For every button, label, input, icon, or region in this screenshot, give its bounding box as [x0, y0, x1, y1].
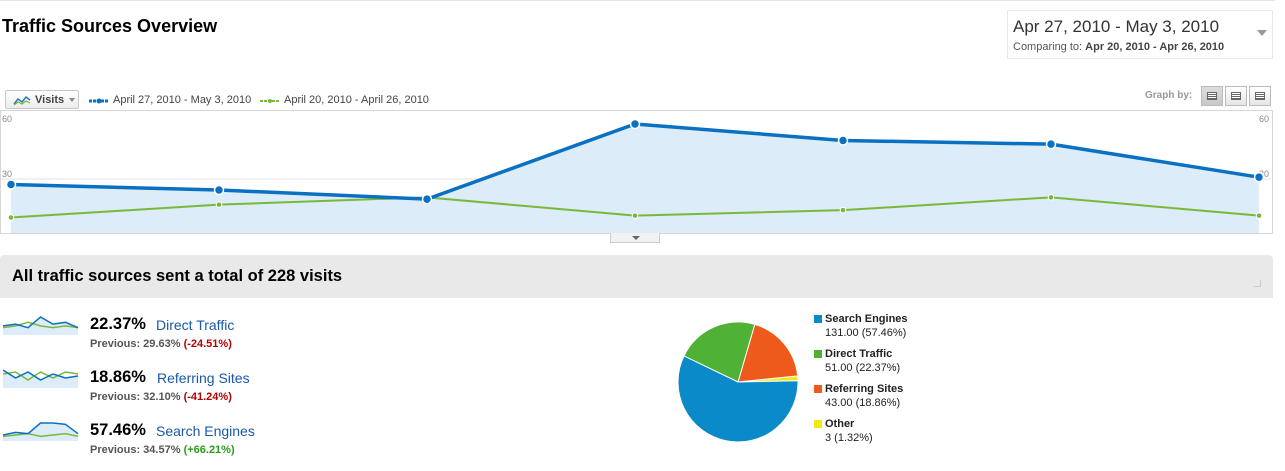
source-link-direct-traffic[interactable]: Direct Traffic	[156, 317, 235, 333]
sparkline-current	[3, 422, 79, 436]
legend-swatch	[814, 385, 822, 393]
sparkline-previous	[3, 371, 79, 381]
pie-slice[interactable]	[683, 321, 756, 383]
source-row-search: 57.46% Search Engines Previous: 34.57% (…	[0, 421, 400, 471]
traffic-pie-chart	[677, 321, 799, 443]
point-previous[interactable]	[839, 206, 847, 214]
line-chart: 60 60 30 30	[1, 114, 1271, 234]
pie-legend-value: 51.00 (22.37%)	[825, 362, 901, 374]
metric-selector-button[interactable]: Visits	[5, 90, 79, 109]
collapse-arrow-icon	[632, 236, 640, 240]
legend-item-current: April 27, 2010 - May 3, 2010	[89, 94, 251, 106]
source-percent: 22.37%	[90, 315, 146, 333]
pie-legend-search: Search Engines 131.00 (57.46%)	[814, 313, 964, 343]
chevron-down-icon[interactable]	[1257, 30, 1267, 36]
sparkline-area	[3, 370, 78, 388]
pie-legend-name: Direct Traffic	[825, 348, 893, 360]
top-divider	[0, 0, 1275, 1]
sparkline-area	[3, 423, 78, 441]
pie-legend-value: 43.00 (18.86%)	[825, 397, 901, 409]
graph-by-label: Graph by:	[1145, 90, 1193, 101]
comparing-text: Comparing to: Apr 20, 2010 - Apr 26, 201…	[1013, 41, 1225, 53]
sparkline-direct	[3, 316, 79, 335]
sparkline-search	[3, 422, 79, 441]
legend-swatch-current	[89, 98, 109, 104]
point-current[interactable]	[837, 135, 849, 146]
date-range-text: Apr 27, 2010 - May 3, 2010	[1013, 17, 1220, 36]
chart-collapse-handle[interactable]	[610, 233, 660, 243]
legend-swatch	[814, 420, 822, 428]
metric-selector-label: Visits	[35, 94, 65, 106]
sparkline-current	[3, 316, 79, 329]
point-previous[interactable]	[215, 201, 223, 208]
pie-legend-name: Referring Sites	[825, 383, 904, 395]
source-row-referring: 18.86% Referring Sites Previous: 32.10% …	[0, 368, 400, 418]
graph-by-week-button[interactable]	[1225, 86, 1247, 106]
pie-legend-other: Other 3 (1.32%)	[814, 418, 964, 448]
sparkline-previous	[3, 321, 79, 329]
week-view-icon	[1231, 92, 1241, 100]
line-chart-icon	[13, 95, 31, 106]
sparkline-previous	[3, 432, 79, 438]
legend-label-previous: April 20, 2010 - April 26, 2010	[284, 94, 429, 106]
point-previous[interactable]	[1047, 194, 1055, 201]
source-previous: Previous: 34.57% (+66.21%)	[90, 444, 235, 456]
month-view-icon	[1255, 92, 1265, 100]
pie-legend-direct: Direct Traffic 51.00 (22.37%)	[814, 348, 964, 378]
source-percent: 57.46%	[90, 421, 146, 439]
source-link-search-engines[interactable]: Search Engines	[156, 423, 255, 439]
resize-corner-icon	[1254, 280, 1261, 287]
point-current[interactable]	[1045, 138, 1057, 150]
y-tick-right: 30	[1259, 169, 1269, 179]
sparkline-current	[3, 369, 79, 381]
source-row-direct: 22.37% Direct Traffic Previous: 29.63% (…	[0, 315, 400, 365]
pie-legend-referring: Referring Sites 43.00 (18.86%)	[814, 383, 964, 413]
source-previous: Previous: 32.10% (-41.24%)	[90, 391, 232, 403]
pie-legend-name: Other	[825, 418, 855, 430]
legend-swatch-previous	[260, 99, 280, 103]
chart-frame	[0, 110, 1273, 234]
source-previous: Previous: 29.63% (-24.51%)	[90, 338, 232, 350]
graph-by-day-button[interactable]	[1201, 86, 1223, 106]
point-current[interactable]	[629, 118, 641, 130]
source-link-referring-sites[interactable]: Referring Sites	[157, 370, 250, 386]
pie-legend-value: 131.00 (57.46%)	[825, 327, 907, 339]
legend-label-current: April 27, 2010 - May 3, 2010	[113, 94, 252, 106]
point-current[interactable]	[5, 179, 17, 190]
legend-swatch	[814, 315, 822, 323]
point-current[interactable]	[1253, 171, 1265, 183]
summary-title: All traffic sources sent a total of 228 …	[12, 267, 343, 285]
point-current[interactable]	[213, 184, 225, 196]
source-percent: 18.86%	[90, 368, 146, 386]
day-view-icon	[1207, 92, 1217, 100]
y-tick-left: 60	[2, 114, 12, 124]
y-tick-right: 60	[1259, 114, 1269, 124]
summary-bar	[0, 255, 1273, 298]
page-title: Traffic Sources Overview	[2, 16, 218, 36]
point-previous[interactable]	[631, 212, 639, 219]
date-range-picker[interactable]: Apr 27, 2010 - May 3, 2010 Comparing to:…	[1007, 10, 1273, 59]
pie-slice[interactable]	[677, 355, 799, 443]
point-previous[interactable]	[1255, 212, 1263, 219]
graph-by-month-button[interactable]	[1249, 86, 1271, 106]
series-current-area	[11, 124, 1259, 234]
y-tick-left: 30	[2, 169, 12, 179]
pie-legend-value: 3 (1.32%)	[825, 432, 873, 444]
legend-swatch	[814, 350, 822, 358]
legend-item-previous: April 20, 2010 - April 26, 2010	[260, 94, 429, 106]
caret-down-icon	[69, 98, 75, 102]
sparkline-referring	[3, 369, 79, 388]
point-previous[interactable]	[7, 214, 15, 221]
point-current[interactable]	[421, 193, 433, 205]
pie-legend-name: Search Engines	[825, 313, 908, 325]
pie-slice[interactable]	[737, 323, 799, 383]
